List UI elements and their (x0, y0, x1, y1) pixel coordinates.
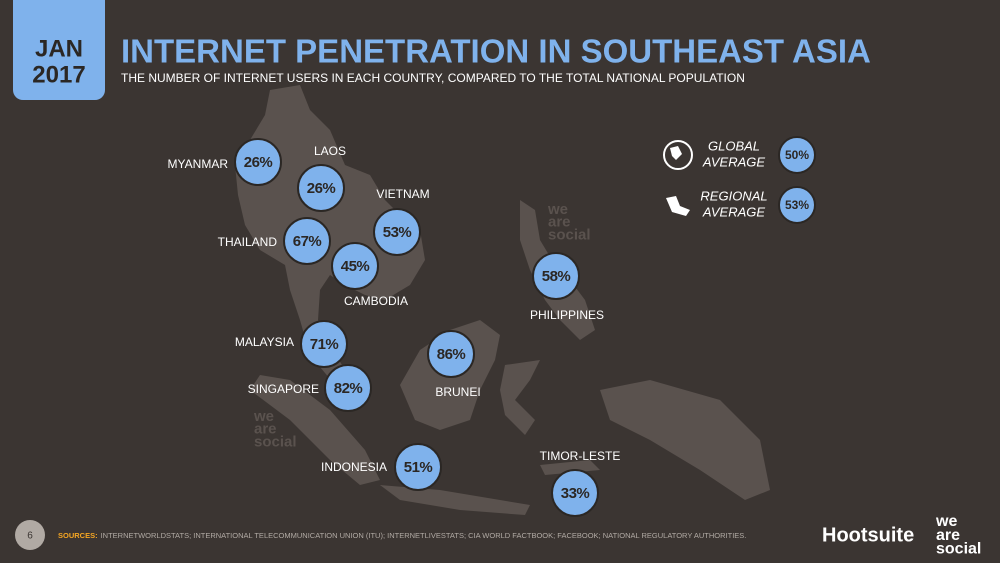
date-box (13, 0, 105, 100)
country-value: 58% (542, 268, 571, 285)
bubble (297, 164, 345, 212)
country-value: 53% (383, 224, 412, 241)
bubble (373, 208, 421, 256)
average-bubble (778, 186, 816, 224)
bubble (324, 364, 372, 412)
country-value: 45% (341, 258, 370, 275)
average-value: 50% (785, 148, 809, 162)
sources-text: INTERNETWORLDSTATS; INTERNATIONAL TELECO… (101, 531, 747, 540)
country-value: 82% (334, 380, 363, 397)
watermark: we (547, 201, 568, 218)
country-value: 26% (307, 180, 336, 197)
country-name: VIETNAM (376, 187, 429, 201)
average-label: REGIONAL (700, 188, 767, 203)
bubble (283, 217, 331, 265)
country-name: PHILIPPINES (530, 308, 604, 322)
watermark: we (253, 408, 274, 425)
we-are-social-logo: we (935, 513, 957, 530)
hootsuite-logo: Hootsuite (822, 524, 914, 546)
bubble (300, 320, 348, 368)
land (380, 485, 530, 515)
watermark: social (548, 226, 591, 243)
country-value: 26% (244, 154, 273, 171)
country-name: MALAYSIA (235, 335, 294, 349)
bubble (394, 443, 442, 491)
date-month: JAN (35, 35, 83, 62)
average-bubble (778, 136, 816, 174)
country-name: LAOS (314, 144, 346, 158)
watermark: are (254, 421, 277, 438)
bubble (234, 138, 282, 186)
regional-icon (666, 196, 690, 216)
country-value: 51% (404, 459, 433, 476)
country-value: 86% (437, 346, 466, 363)
country-value: 33% (561, 485, 590, 502)
sources: SOURCES: INTERNETWORLDSTATS; INTERNATIONA… (58, 531, 746, 540)
land (250, 375, 380, 485)
watermark: social (254, 433, 297, 450)
average-label: AVERAGE (702, 204, 765, 219)
sources-label: SOURCES: (58, 531, 98, 540)
land (500, 360, 540, 435)
average-value: 53% (785, 198, 809, 212)
title: INTERNET PENETRATION IN SOUTHEAST ASIA (121, 33, 871, 70)
bubble (427, 330, 475, 378)
bubble (551, 469, 599, 517)
average-label: GLOBAL (708, 138, 760, 153)
country-name: INDONESIA (321, 460, 387, 474)
we-are-social-logo: social (936, 540, 981, 557)
global-icon (663, 140, 693, 170)
country-name: BRUNEI (435, 385, 480, 399)
watermark: are (548, 214, 571, 231)
country-name: MYANMAR (168, 157, 229, 171)
page-number: 6 (27, 531, 33, 542)
average-label: AVERAGE (702, 154, 765, 169)
we-are-social-logo: are (936, 527, 960, 544)
country-name: TIMOR-LESTE (540, 449, 621, 463)
bubble (331, 242, 379, 290)
bubble (532, 252, 580, 300)
country-name: THAILAND (218, 235, 278, 249)
page-badge (15, 520, 45, 550)
country-value: 67% (293, 233, 322, 250)
country-name: SINGAPORE (248, 382, 319, 396)
country-value: 71% (310, 336, 339, 353)
date-year: 2017 (32, 61, 85, 88)
country-name: CAMBODIA (344, 294, 408, 308)
land (600, 380, 770, 500)
subtitle: THE NUMBER OF INTERNET USERS IN EACH COU… (121, 71, 745, 85)
